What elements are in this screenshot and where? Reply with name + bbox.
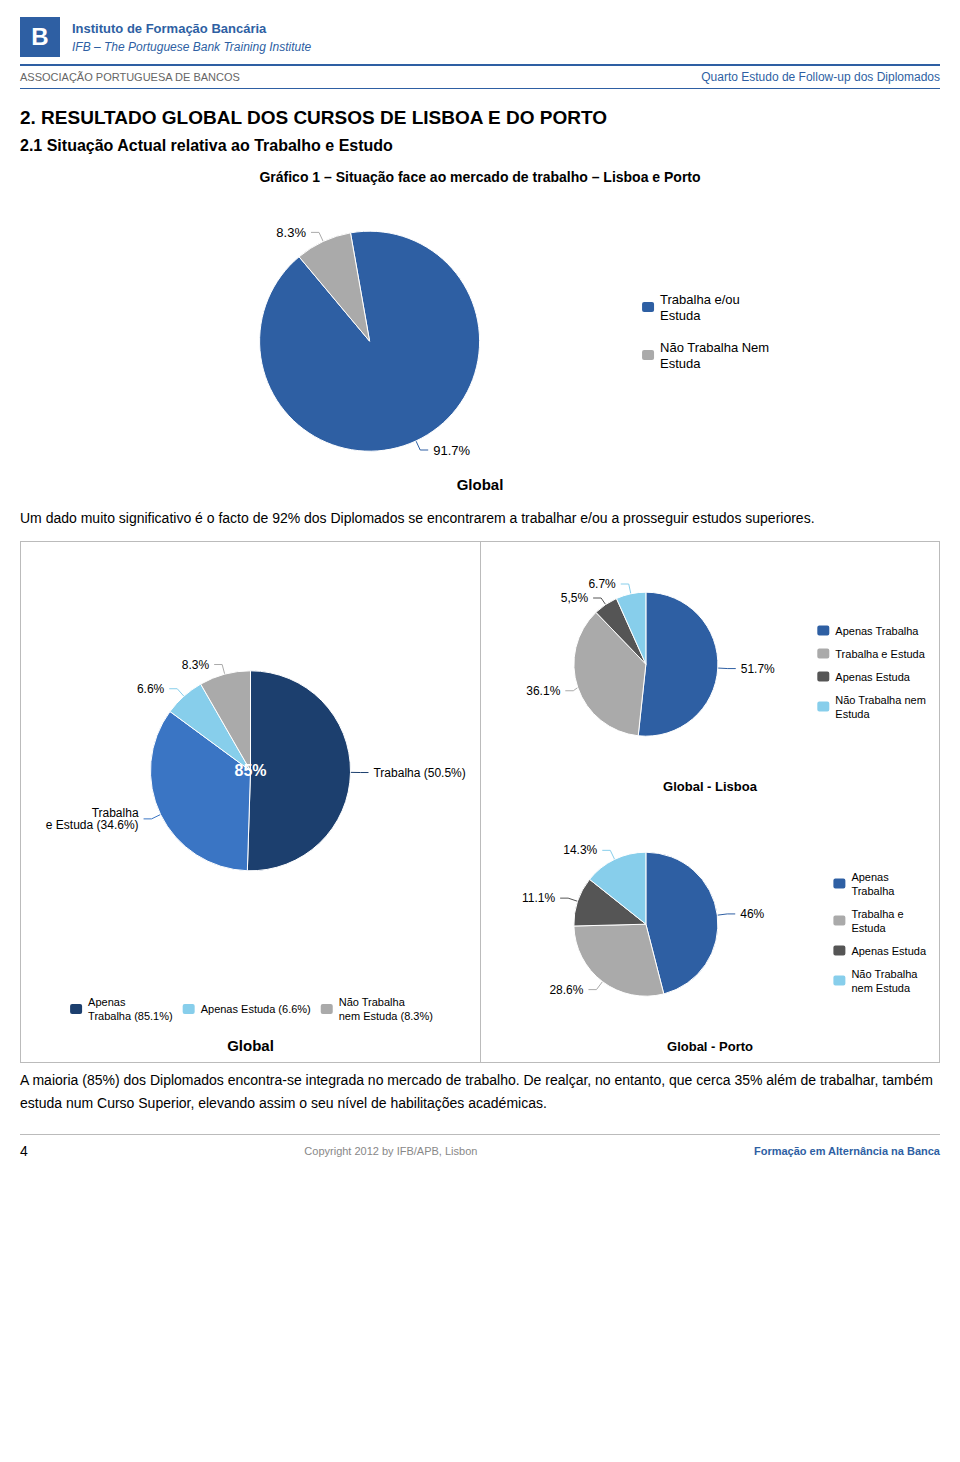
svg-text:Estuda: Estuda: [835, 708, 870, 720]
svg-text:Apenas Trabalha: Apenas Trabalha: [835, 625, 919, 637]
svg-text:46%: 46%: [740, 907, 764, 921]
svg-text:Trabalha (50.5%): Trabalha (50.5%): [373, 766, 465, 780]
svg-text:Estuda: Estuda: [660, 356, 701, 371]
svg-text:Estuda: Estuda: [660, 308, 701, 323]
svg-text:8.3%: 8.3%: [182, 658, 210, 672]
svg-text:6.6%: 6.6%: [137, 682, 165, 696]
svg-text:Não Trabalha nem: Não Trabalha nem: [835, 694, 926, 706]
html-text:B: B: [31, 23, 49, 50]
html-text:2. RESULTADO GLOBAL DOS CURSOS: 2. RESULTADO GLOBAL DOS CURSOS DE LISBOA…: [20, 107, 607, 128]
svg-text:Trabalha: Trabalha: [91, 806, 139, 821]
html-text:A maioria (85%) dos Diplomados: A maioria (85%) dos Diplomados encontra-…: [20, 1072, 933, 1111]
svg-text:91.7%: 91.7%: [433, 443, 470, 458]
svg-text:Estuda: Estuda: [851, 922, 886, 934]
html-text:4: 4: [20, 1143, 28, 1160]
svg-text:Trabalha: Trabalha: [851, 885, 895, 897]
svg-text:Apenas Estuda (6.6%): Apenas Estuda (6.6%): [201, 1003, 311, 1015]
svg-text:Não Trabalha: Não Trabalha: [851, 968, 918, 980]
html-text:Quarto Estudo de Follow-up dos: Quarto Estudo de Follow-up dos Diplomado…: [701, 70, 940, 84]
html-text:Formação em Alternância na Ban: Formação em Alternância na Banca: [753, 1145, 940, 1158]
html-text:ASSOCIAÇÃO PORTUGUESA DE BANCO: ASSOCIAÇÃO PORTUGUESA DE BANCOS: [20, 71, 240, 83]
svg-text:Não Trabalha: Não Trabalha: [339, 996, 406, 1008]
svg-text:8.3%: 8.3%: [276, 225, 306, 240]
svg-text:Não Trabalha Nem: Não Trabalha Nem: [660, 340, 769, 355]
svg-text:6.7%: 6.7%: [588, 577, 616, 591]
svg-text:5,5%: 5,5%: [561, 591, 589, 605]
svg-text:Apenas Estuda: Apenas Estuda: [835, 671, 910, 683]
svg-text:Trabalha (85.1%): Trabalha (85.1%): [88, 1010, 173, 1022]
html-text:Um dado muito significativo é: Um dado muito significativo é o facto de…: [20, 510, 815, 526]
svg-text:14.3%: 14.3%: [563, 844, 597, 858]
svg-text:28.6%: 28.6%: [549, 983, 583, 997]
svg-text:51.7%: 51.7%: [741, 662, 775, 676]
svg-text:Apenas: Apenas: [88, 996, 126, 1008]
svg-text:Global: Global: [227, 1037, 274, 1054]
html-text:Instituto de Formação Bancária: Instituto de Formação Bancária: [72, 20, 267, 36]
svg-text:Global - Porto: Global - Porto: [667, 1039, 753, 1054]
svg-text:Trabalha e/ou: Trabalha e/ou: [660, 292, 740, 307]
svg-text:36.1%: 36.1%: [526, 684, 560, 698]
svg-text:Apenas: Apenas: [851, 871, 889, 883]
svg-text:Apenas Estuda: Apenas Estuda: [851, 945, 926, 957]
html-text:IFB – The Portuguese Bank Trai: IFB – The Portuguese Bank Training Insti…: [72, 39, 312, 54]
svg-text:Gráfico 1 – Situação face ao m: Gráfico 1 – Situação face ao mercado de …: [259, 169, 700, 185]
svg-text:11.1%: 11.1%: [522, 892, 555, 906]
svg-text:Global - Lisboa: Global - Lisboa: [663, 779, 758, 794]
svg-text:nem Estuda: nem Estuda: [851, 982, 911, 994]
svg-text:Global: Global: [457, 476, 504, 493]
svg-text:Trabalha e Estuda: Trabalha e Estuda: [835, 648, 925, 660]
html-text:Copyright 2012 by IFB/APB, Lis: Copyright 2012 by IFB/APB, Lisbon: [304, 1145, 478, 1158]
svg-text:e Estuda (34.6%): e Estuda (34.6%): [46, 818, 139, 832]
svg-text:Trabalha e: Trabalha e: [851, 908, 903, 920]
svg-text:85%: 85%: [234, 763, 266, 780]
html-text:2.1 Situação Actual relativa a: 2.1 Situação Actual relativa ao Trabalho…: [20, 137, 393, 154]
svg-text:nem Estuda (8.3%): nem Estuda (8.3%): [339, 1010, 433, 1022]
